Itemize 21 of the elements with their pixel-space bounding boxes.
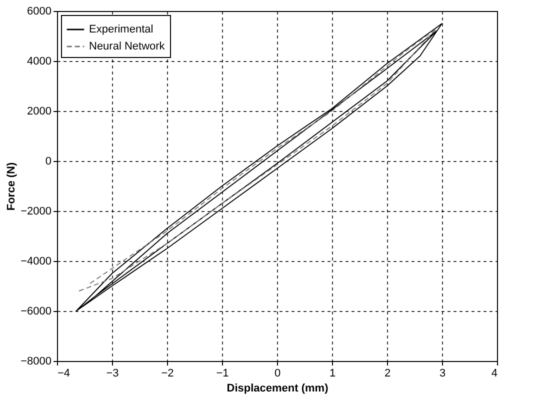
y-tick-label: −4000: [20, 256, 52, 268]
x-tick-label: 2: [384, 368, 391, 380]
legend-label: Neural Network: [89, 40, 166, 52]
x-tick-label: 3: [439, 368, 446, 380]
x-tick-label: −2: [161, 368, 174, 380]
x-axis-title: Displacement (mm): [226, 382, 329, 394]
y-tick-label: −8000: [20, 356, 52, 368]
y-tick-label: 4000: [27, 56, 52, 68]
legend-label: Experimental: [89, 24, 154, 36]
y-tick-label: 2000: [27, 106, 52, 118]
x-tick-label: −4: [58, 368, 70, 380]
x-tick-label: 0: [274, 368, 281, 380]
y-tick-label: 0: [45, 156, 52, 168]
x-tick-label: −1: [216, 368, 229, 380]
x-tick-label: 4: [491, 368, 498, 380]
x-tick-label: 1: [329, 368, 336, 380]
y-tick-label: −6000: [20, 306, 52, 318]
x-tick-label: −3: [106, 368, 119, 380]
y-tick-label: 6000: [27, 6, 52, 18]
y-axis-title: Force (N): [6, 162, 18, 211]
y-tick-label: −2000: [20, 206, 52, 218]
